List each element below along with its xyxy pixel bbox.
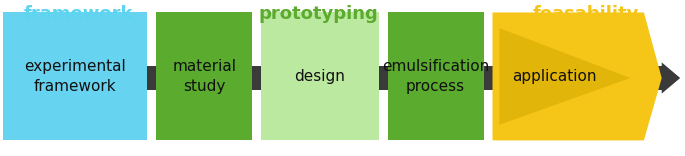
Polygon shape xyxy=(493,12,662,140)
Polygon shape xyxy=(3,66,662,90)
Polygon shape xyxy=(499,28,630,125)
Polygon shape xyxy=(261,12,379,140)
Polygon shape xyxy=(662,62,680,94)
Polygon shape xyxy=(388,12,484,140)
Text: framework: framework xyxy=(24,5,134,23)
Text: experimental
framework: experimental framework xyxy=(25,59,126,94)
Text: prototyping: prototyping xyxy=(259,5,378,23)
Text: design: design xyxy=(295,69,345,84)
Text: application: application xyxy=(512,69,597,84)
Text: emulsification
process: emulsification process xyxy=(382,59,489,94)
Text: feasability: feasability xyxy=(532,5,639,23)
Polygon shape xyxy=(3,12,147,140)
Text: material
study: material study xyxy=(172,59,236,94)
Polygon shape xyxy=(156,12,252,140)
